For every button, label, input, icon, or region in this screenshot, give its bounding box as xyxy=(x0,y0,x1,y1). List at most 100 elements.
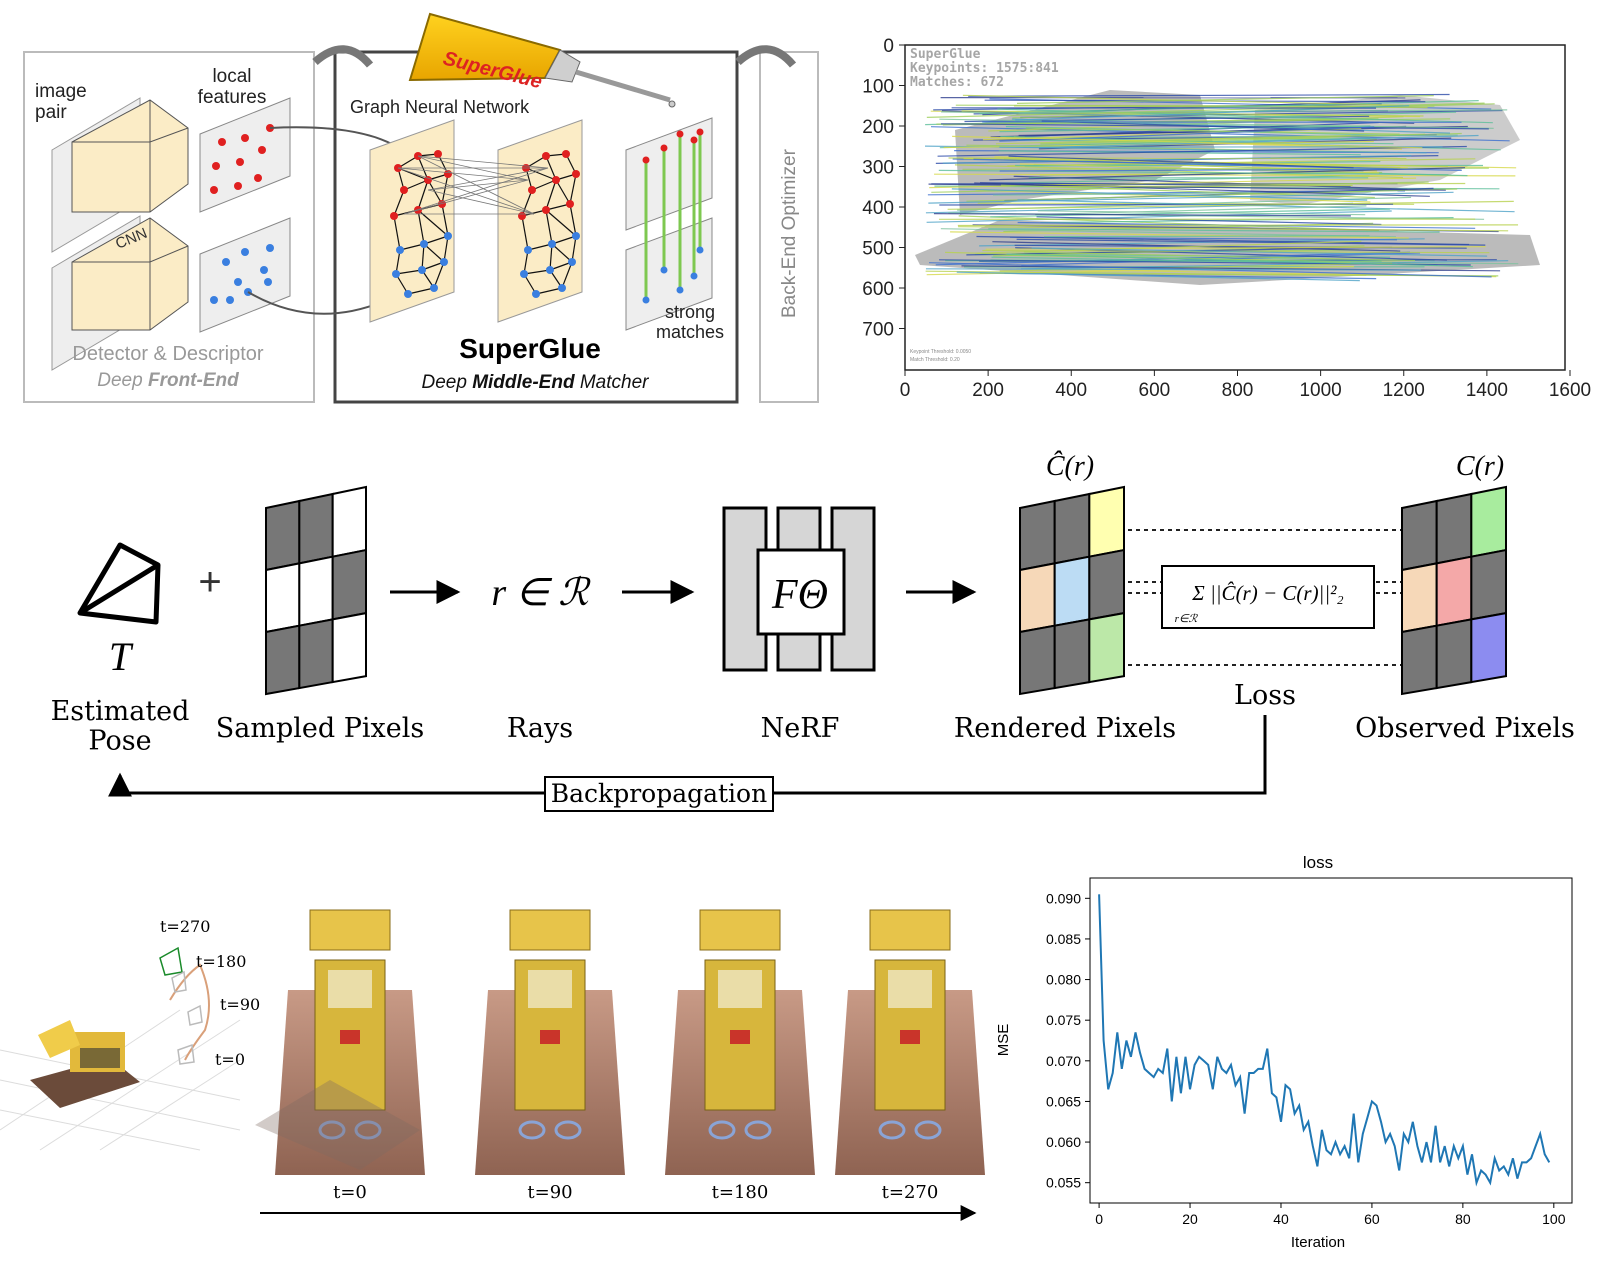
red-keypoint xyxy=(210,186,218,194)
loader-bucket xyxy=(310,910,390,950)
loss-y-tick-label: 0.070 xyxy=(1046,1053,1081,1069)
y-tick-label: 300 xyxy=(862,158,894,179)
sampled-pixel xyxy=(299,494,332,563)
loader-cabin xyxy=(888,970,932,1008)
render-frame: t=270 xyxy=(835,910,985,1203)
observed-symbol: C(r) xyxy=(1456,451,1504,482)
footer-line-1: Keypoint Threshold: 0.0050 xyxy=(910,349,971,355)
loss-x-tick-label: 80 xyxy=(1455,1211,1471,1227)
loss-formula: Σ ||Ĉ(r) − C(r)||²₂ xyxy=(1191,581,1343,605)
observed-pixel xyxy=(1402,501,1437,570)
gnn-node xyxy=(572,170,580,178)
gnn-panel-left xyxy=(370,120,454,322)
match-red-point xyxy=(661,145,668,152)
match-blue-point xyxy=(697,247,704,254)
match-red-point xyxy=(697,129,704,136)
loader-cabin xyxy=(718,970,762,1008)
match-blue-point xyxy=(677,287,684,294)
match-red-point xyxy=(691,137,698,144)
loader-red-detail xyxy=(900,1030,920,1044)
frame-label: t=180 xyxy=(712,1182,769,1203)
camera-trajectory-scene: t=270 t=180 t=90 t=0 xyxy=(0,917,260,1150)
loss-y-tick-label: 0.060 xyxy=(1046,1134,1081,1150)
x-tick-label: 1200 xyxy=(1383,380,1425,401)
sampled-pixel xyxy=(299,619,332,688)
observed-pixel xyxy=(1437,557,1472,626)
superglue-title: SuperGlue xyxy=(459,333,601,364)
gnn-node xyxy=(520,270,528,278)
sampled-pixel xyxy=(266,626,299,694)
match-blue-point xyxy=(661,267,668,274)
gnn-node xyxy=(562,150,570,158)
loss-y-tick-label: 0.080 xyxy=(1046,972,1081,988)
loss-x-tick-label: 20 xyxy=(1182,1211,1198,1227)
match-plot-frame xyxy=(905,45,1565,370)
gnn-node xyxy=(390,212,398,220)
sampled-pixels-grid xyxy=(266,487,366,694)
gnn-node xyxy=(566,200,574,208)
observed-pixel xyxy=(1471,487,1506,557)
gnn-node xyxy=(418,266,426,274)
overlay-line-1: SuperGlue xyxy=(910,47,981,62)
render-frame: t=0 xyxy=(255,910,425,1203)
gnn-node xyxy=(420,240,428,248)
pose-symbol: T xyxy=(109,634,134,679)
footer-line-2: Match Threshold: 0.20 xyxy=(910,357,960,363)
match-line xyxy=(982,122,1461,123)
loader-red-detail xyxy=(340,1030,360,1044)
rays-label: Rays xyxy=(507,713,573,744)
gnn-node xyxy=(396,246,404,254)
backprop-label: Backpropagation xyxy=(551,779,767,808)
gnn-node xyxy=(392,270,400,278)
gnn-node xyxy=(558,284,566,292)
loader-bucket xyxy=(510,910,590,950)
gnn-panel-right xyxy=(498,120,582,322)
sampled-pixel xyxy=(333,550,366,619)
match-blue-point xyxy=(691,273,698,280)
front-end-subtitle: Deep Front-End xyxy=(97,370,239,391)
sampled-pixel xyxy=(333,613,366,682)
rendered-pixel xyxy=(1020,626,1055,694)
loss-y-tick-label: 0.065 xyxy=(1046,1093,1081,1109)
gnn-node xyxy=(524,246,532,254)
loss-label: Loss xyxy=(1234,680,1296,711)
rendered-pixel xyxy=(1089,487,1124,557)
red-keypoint xyxy=(234,182,242,190)
rendered-label: Rendered Pixels xyxy=(954,713,1176,744)
loss-formula-sub: r∈ℛ xyxy=(1175,613,1199,625)
rays-math: r ∈ ℛ xyxy=(491,572,591,614)
rendered-pixel xyxy=(1089,550,1124,619)
gnn-node xyxy=(400,186,408,194)
x-tick-label: 1400 xyxy=(1466,380,1508,401)
loader-bucket xyxy=(700,910,780,950)
loss-x-tick-label: 40 xyxy=(1273,1211,1289,1227)
y-tick-label: 500 xyxy=(862,239,894,260)
render-frame: t=180 xyxy=(665,910,815,1203)
sampled-pixel xyxy=(266,563,299,632)
gnn-node xyxy=(542,206,550,214)
x-tick-label: 1000 xyxy=(1299,380,1341,401)
gnn-node xyxy=(546,266,554,274)
traj-label-180: t=180 xyxy=(196,952,246,971)
traj-label-0: t=0 xyxy=(215,1050,245,1069)
observed-pixel xyxy=(1402,626,1437,694)
rendered-pixels-grid xyxy=(1020,487,1124,694)
loss-x-tick-label: 60 xyxy=(1364,1211,1380,1227)
frame-label: t=270 xyxy=(882,1182,939,1203)
loss-y-tick-label: 0.055 xyxy=(1046,1175,1081,1191)
sampled-pixel xyxy=(333,487,366,557)
red-keypoint xyxy=(212,162,220,170)
observed-pixel xyxy=(1471,613,1506,682)
x-tick-label: 600 xyxy=(1139,380,1171,401)
gnn-node xyxy=(444,232,452,240)
gnn-node xyxy=(532,290,540,298)
gnn-node xyxy=(552,176,560,184)
observed-pixels-grid xyxy=(1402,487,1506,694)
traj-label-270: t=270 xyxy=(160,917,210,936)
loss-x-tick-label: 0 xyxy=(1095,1211,1103,1227)
